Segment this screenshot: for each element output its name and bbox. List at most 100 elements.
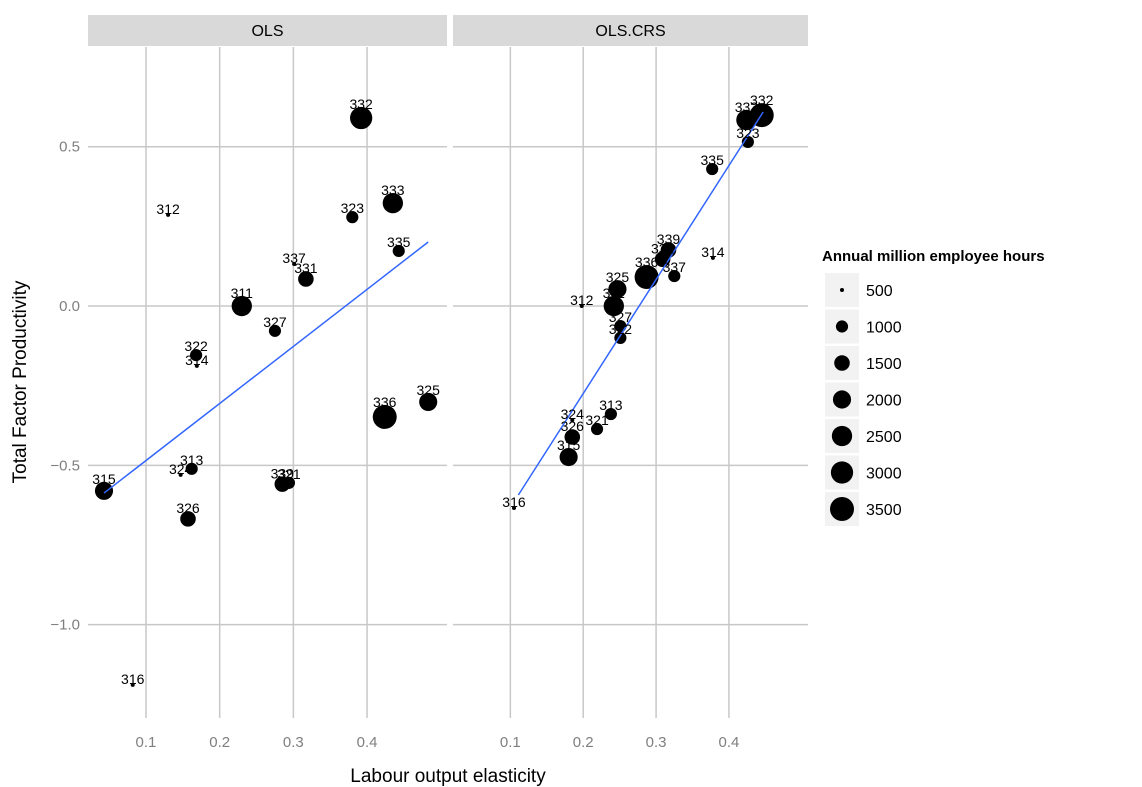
legend-title: Annual million employee hours [822,248,1045,265]
point [559,447,578,467]
point-label: 331 [294,260,318,276]
point-label: 332 [750,92,774,108]
legend-point [835,320,849,333]
point-label: 314 [701,244,725,260]
point-label: 314 [185,352,209,368]
legend-point [830,461,854,484]
point [372,404,397,429]
point [706,162,719,176]
point [346,211,359,224]
point [292,261,297,266]
point-label: 339 [271,465,295,481]
x-tick-label: 0.4 [357,734,378,751]
point-label: 312 [570,292,594,308]
point [298,271,314,287]
point [268,324,282,337]
strip [453,15,808,46]
point-label: 326 [561,418,585,434]
fit-line [517,111,764,496]
y-tick-label: 0.5 [59,139,80,156]
x-tick-label: 0.1 [500,734,521,751]
legend-label: 3000 [866,466,902,483]
point [668,270,681,283]
point [180,511,196,527]
legend-label: 3500 [866,502,902,519]
point-label: 315 [92,471,116,487]
point [590,422,604,436]
legend-point [840,288,844,292]
point-label: 315 [557,437,581,453]
point [190,349,203,362]
point-label: 322 [609,321,633,337]
point-label: 311 [603,285,626,301]
point [185,462,198,475]
legend-point [830,497,854,521]
point [419,392,438,412]
point-label: 331 [651,240,675,256]
legend-label: 1000 [866,320,902,337]
legend-label: 1500 [866,356,902,373]
x-tick-label: 0.1 [136,734,157,751]
point [392,244,405,257]
point [282,476,296,489]
point-label: 324 [561,406,585,422]
point [511,506,516,511]
point-label: 333 [735,99,759,115]
point-label: 313 [599,397,623,413]
point-label: 325 [417,382,441,398]
point [603,295,624,317]
y-tick-label: −1.0 [50,617,80,634]
point [564,429,581,445]
point [604,407,617,421]
point [736,109,757,131]
legend-label: 2500 [866,429,902,446]
point-label: 326 [176,500,200,516]
point-label: 335 [701,152,725,168]
point-label: 325 [606,269,630,285]
point-label: 321 [277,466,301,482]
point [570,418,575,423]
y-tick-label: 0.0 [59,298,80,315]
strip [88,15,447,46]
point [741,135,754,149]
x-tick-label: 0.2 [209,734,230,751]
legend-point [832,390,852,409]
point-label: 336 [635,254,659,270]
point-label: 311 [231,285,254,301]
point [166,212,171,217]
point-label: 323 [736,125,760,141]
x-tick-label: 0.2 [573,734,594,751]
y-axis-title: Total Factor Productivity [10,280,31,483]
strip-title: OLS [251,23,283,40]
point [634,265,659,290]
point-label: 333 [381,182,405,198]
point [710,255,715,260]
point [178,472,183,477]
point-label: 316 [121,671,145,687]
point-label: 327 [609,309,633,325]
point [350,106,373,130]
point-label: 316 [502,494,526,510]
legend-point [831,425,853,447]
point [579,304,584,309]
point-label: 337 [663,259,687,275]
point-label: 327 [263,314,287,330]
point-label: 321 [585,412,609,428]
x-axis-title: Labour output elasticity [350,766,546,787]
strip-title: OLS.CRS [595,23,665,40]
point [614,320,627,333]
legend-label: 2000 [866,393,902,410]
point-label: 337 [282,250,306,266]
point-label: 323 [341,200,365,216]
point [194,363,199,368]
point-label: 324 [169,461,193,477]
point-label: 322 [184,338,208,354]
point [608,280,627,299]
x-tick-label: 0.3 [283,734,304,751]
fit-line [103,241,429,494]
point-label: 312 [156,201,180,217]
point-label: 339 [657,231,681,247]
point-label: 313 [180,452,204,468]
y-tick-label: −0.5 [50,457,80,474]
x-tick-label: 0.3 [646,734,667,751]
